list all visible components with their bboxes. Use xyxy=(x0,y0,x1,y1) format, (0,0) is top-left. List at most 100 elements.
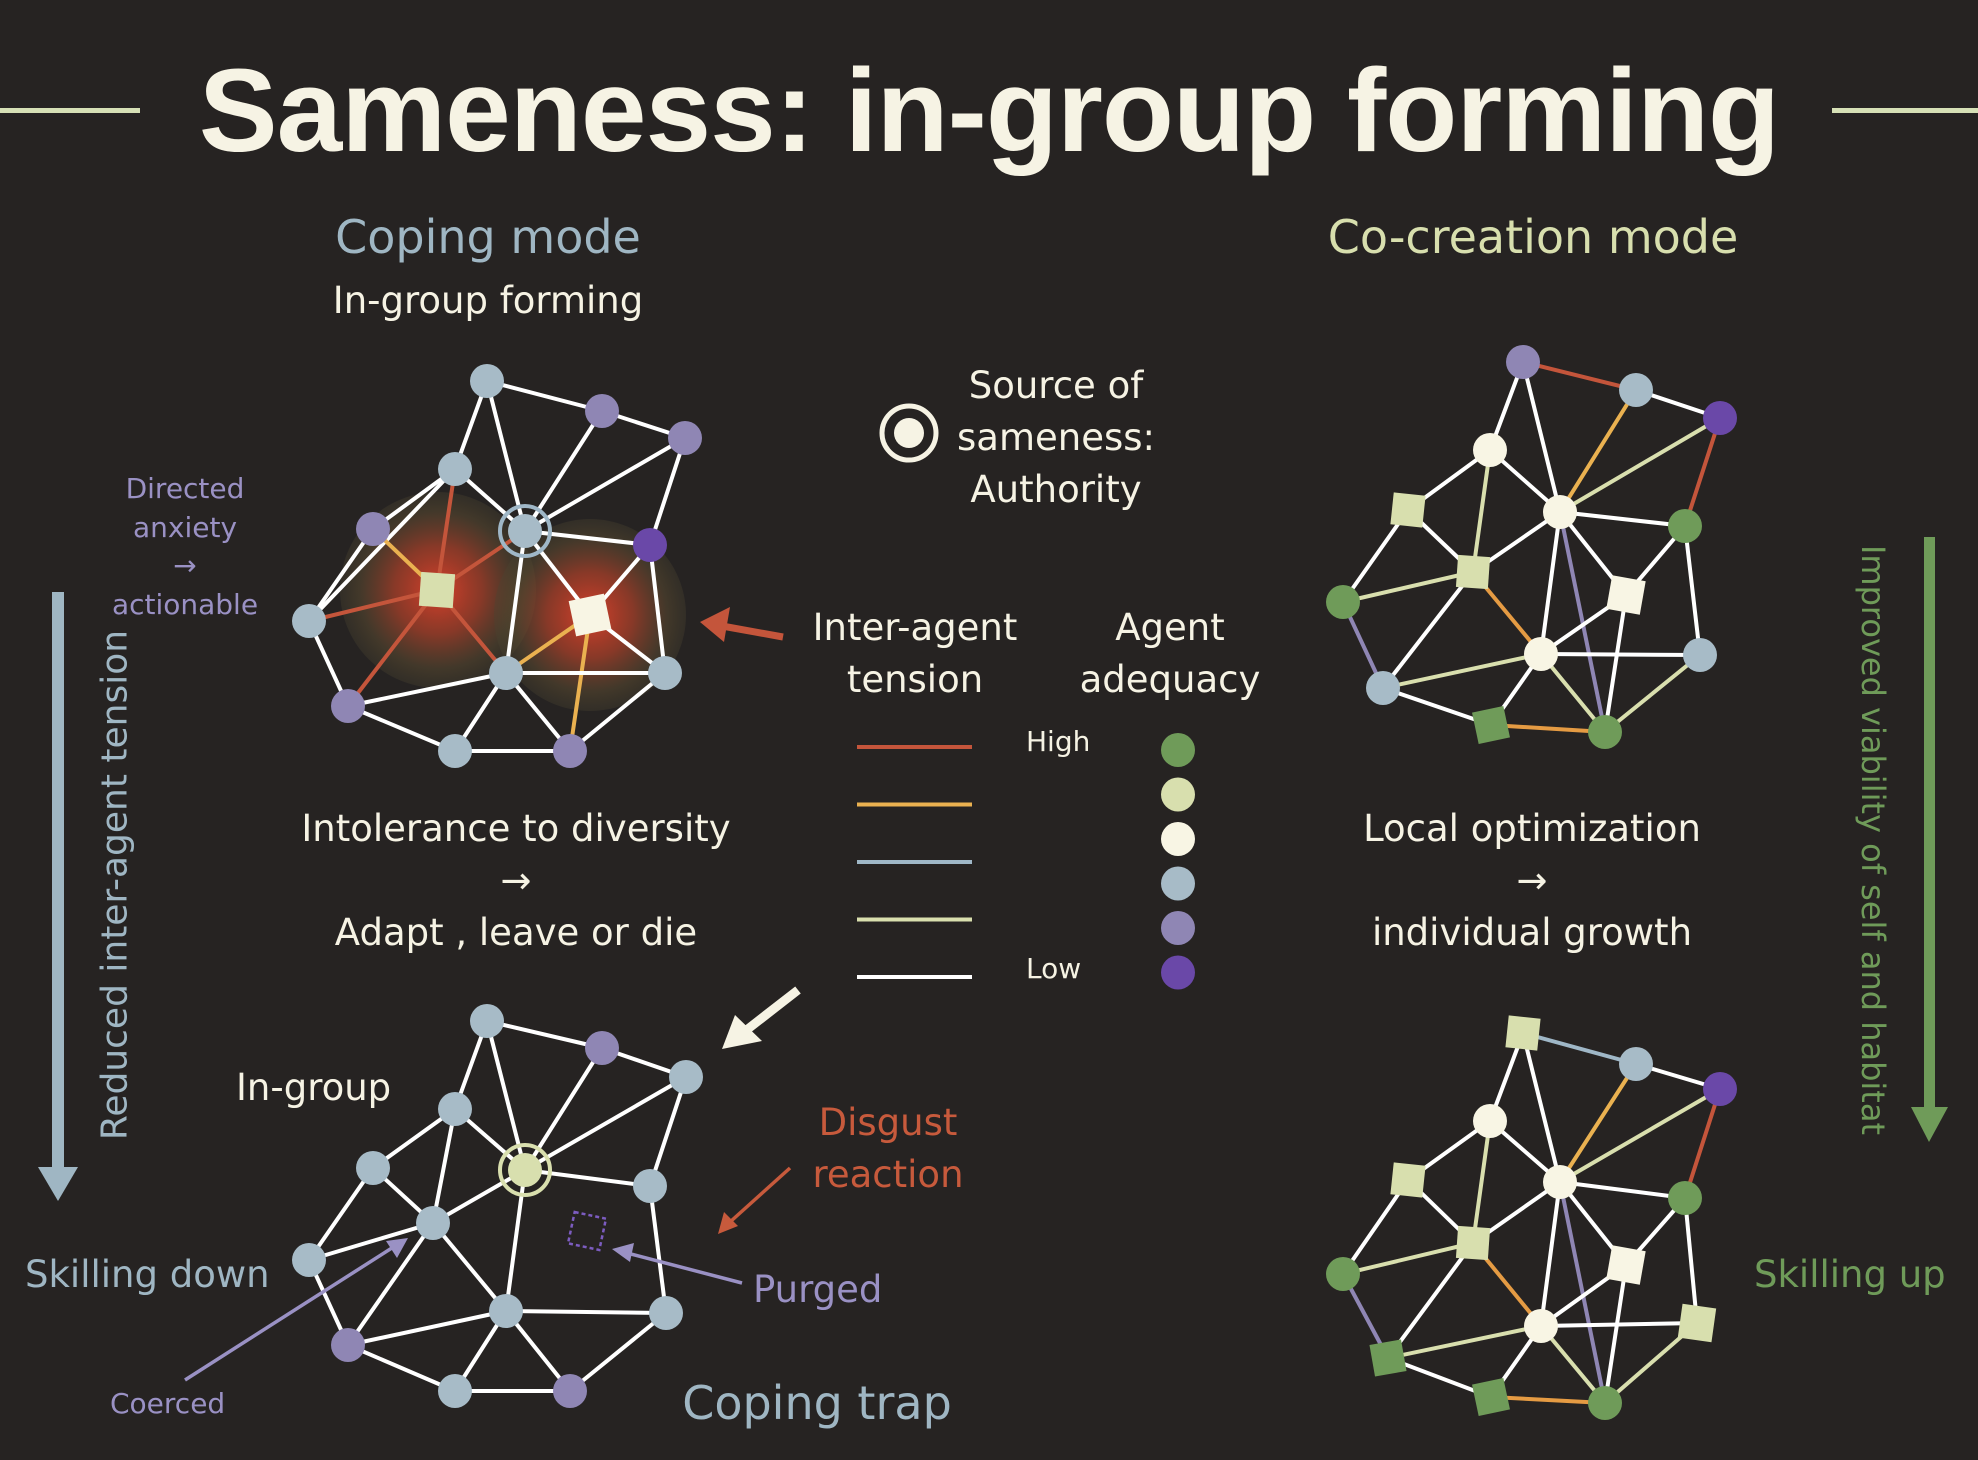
coping-caption-line-3: Adapt , leave or die xyxy=(334,910,698,954)
cocreation-bottom-agent xyxy=(1326,1257,1360,1291)
cocreation-bottom-edge xyxy=(1489,1395,1607,1405)
cocreation-bottom-edge xyxy=(1558,1062,1638,1184)
cocreation-network-top xyxy=(1326,345,1737,749)
adequacy-legend-dot xyxy=(1161,866,1195,901)
coerced-arrow xyxy=(184,1238,408,1382)
disgust-arrow xyxy=(718,1166,792,1234)
directed-anxiety-line-4: actionable xyxy=(111,587,259,621)
cocreation-top-agent xyxy=(1473,433,1507,467)
coping-caption: Intolerance to diversity → Adapt , leave… xyxy=(301,803,730,958)
source-of-sameness-label: Source of sameness: Authority xyxy=(957,360,1155,515)
cocreation-bottom-agent xyxy=(1619,1047,1653,1081)
cocreation-bottom-square-agent xyxy=(1677,1303,1717,1343)
coping-mode-heading: Coping mode xyxy=(335,210,641,264)
skilling-down-label: Skilling down xyxy=(25,1253,270,1296)
coping-network-top xyxy=(292,364,702,768)
coping-top-agent xyxy=(292,604,326,638)
coping-top-edge xyxy=(307,467,457,623)
coping-bottom-agent xyxy=(669,1060,703,1094)
cocreation-bottom-agent xyxy=(1668,1181,1702,1215)
coping-bottom-agent xyxy=(585,1031,619,1065)
coping-top-agent xyxy=(585,394,619,428)
coping-bottom-agent xyxy=(356,1151,390,1185)
cocreation-top-edge xyxy=(1558,388,1638,514)
coping-top-agent xyxy=(331,689,365,723)
cocreation-bottom-edge xyxy=(1558,1087,1722,1184)
tension-legend xyxy=(857,745,972,979)
purged-arrow xyxy=(612,1243,743,1285)
cocreation-bottom-edge xyxy=(1341,1241,1475,1276)
coping-caption-line-1: Intolerance to diversity xyxy=(301,807,731,850)
cocreation-top-edge xyxy=(1558,416,1722,514)
coping-top-square-agent xyxy=(568,593,612,637)
cocreation-bottom-edge xyxy=(1386,1324,1543,1360)
coping-bottom-edge xyxy=(307,1166,375,1262)
tension-label-line-2: tension xyxy=(846,657,984,701)
cocreation-top-agent xyxy=(1326,585,1360,619)
purged-agent-marker xyxy=(566,1210,608,1252)
cocreation-top-agent xyxy=(1506,345,1540,379)
coping-top-edge xyxy=(307,588,439,623)
coping-bottom-agent xyxy=(553,1374,587,1408)
coping-top-edge xyxy=(523,409,604,533)
coping-top-agent xyxy=(470,364,504,398)
cocreation-top-agent xyxy=(1619,373,1653,407)
cocreation-top-edge xyxy=(1603,593,1628,734)
directed-anxiety-note: Directed anxiety → actionable xyxy=(112,470,258,625)
inter-agent-tension-label: Inter-agent tension xyxy=(813,602,1018,706)
coping-top-edge xyxy=(568,671,667,753)
coping-top-agent xyxy=(438,452,472,486)
cocreation-bottom-edge xyxy=(1603,1263,1628,1405)
coping-top-edge xyxy=(648,543,667,675)
cocreation-top-square-agent xyxy=(1455,554,1491,590)
cocreation-top-edge xyxy=(1603,653,1702,734)
coping-top-agent xyxy=(356,512,390,546)
coping-caption-line-2: → xyxy=(500,858,532,902)
cocreation-bottom-square-agent xyxy=(1472,1378,1510,1416)
cocreation-bottom-agent xyxy=(1543,1165,1577,1199)
disgust-label-line-2: reaction xyxy=(812,1152,964,1196)
disgust-label-line-1: Disgust xyxy=(818,1101,958,1144)
coping-bottom-agent xyxy=(416,1206,450,1240)
source-of-sameness-icon xyxy=(879,403,939,463)
coping-top-agent xyxy=(668,421,702,455)
cocreation-bottom-square-agent xyxy=(1505,1015,1541,1051)
source-label-line-2: sameness: xyxy=(957,415,1155,459)
coping-bottom-edge xyxy=(504,1309,668,1315)
coping-bottom-edge xyxy=(523,1168,652,1188)
cocreation-bottom-edge xyxy=(1521,1031,1562,1184)
reduced-tension-label: Reduced inter-agent tension xyxy=(94,629,136,1141)
coping-bottom-edge xyxy=(431,1168,527,1225)
purged-label: Purged xyxy=(753,1268,883,1311)
cocreation-top-agent xyxy=(1543,495,1577,529)
cocreation-top-edge xyxy=(1539,652,1702,657)
cocreation-bottom-agent xyxy=(1473,1104,1507,1138)
coping-bottom-edge xyxy=(431,1221,508,1313)
in-group-label: In-group xyxy=(236,1066,392,1109)
coping-bottom-edge xyxy=(568,1311,668,1393)
coping-bottom-edge xyxy=(485,1019,604,1050)
coping-bottom-edge xyxy=(523,1075,688,1172)
coping-network-bottom xyxy=(292,1004,703,1408)
cocreation-top-edge xyxy=(1381,570,1475,690)
cocreation-bottom-edge xyxy=(1558,1180,1607,1405)
cocreation-top-agent xyxy=(1366,671,1400,705)
cocreation-top-edge xyxy=(1683,416,1722,528)
source-of-sameness-core xyxy=(894,418,924,448)
cocreation-top-agent xyxy=(1683,638,1717,672)
coping-top-edge xyxy=(435,467,457,592)
coping-bottom-edge xyxy=(523,1046,604,1172)
authority-ring xyxy=(498,504,552,558)
slide-title: Sameness: in-group forming xyxy=(198,45,1780,177)
coping-bottom-edge xyxy=(648,1184,668,1315)
coping-bottom-agent xyxy=(489,1294,523,1328)
adequacy-label-line-2: adequacy xyxy=(1079,657,1261,701)
cocreation-bottom-square-agent xyxy=(1390,1162,1426,1198)
coping-mode-subheading: In-group forming xyxy=(332,279,644,322)
coping-bottom-agent xyxy=(633,1169,667,1203)
coping-bottom-agent xyxy=(438,1374,472,1408)
cocreation-bottom-agent xyxy=(1703,1072,1737,1106)
cocreation-top-edge xyxy=(1341,508,1410,604)
